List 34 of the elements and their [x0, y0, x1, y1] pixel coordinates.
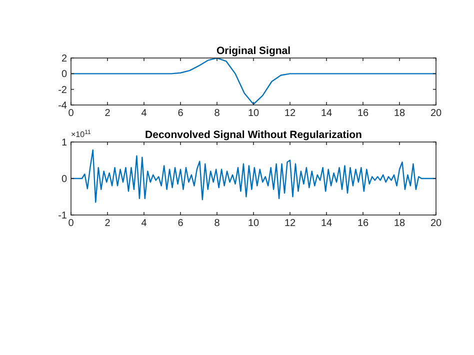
x-tick-label: 16: [357, 218, 369, 229]
chart-title: Original Signal: [216, 45, 291, 57]
x-tick-label: 6: [178, 108, 184, 119]
x-tick-label: 10: [248, 108, 260, 119]
x-tick-label: 2: [104, 108, 111, 119]
x-tick-label: 14: [320, 218, 332, 229]
x-tick-label: 20: [430, 108, 442, 119]
x-tick-label: 16: [357, 108, 369, 119]
chart-title: Deconvolved Signal Without Regularization: [145, 129, 362, 141]
y-tick-label: -2: [58, 84, 68, 96]
x-tick-label: 18: [394, 108, 406, 119]
x-tick-label: 0: [68, 218, 74, 229]
x-tick-label: 10: [248, 218, 260, 229]
x-tick-label: 0: [68, 108, 74, 119]
x-tick-label: 12: [284, 108, 296, 119]
x-tick-label: 8: [214, 108, 220, 119]
x-tick-label: 4: [141, 218, 148, 229]
y-tick-label: 0: [61, 174, 68, 185]
y-tick-label: 0: [61, 69, 68, 80]
text: ×10$^{11}$: [71, 129, 92, 139]
x-tick-label: 14: [320, 108, 332, 119]
line-series: [71, 58, 436, 105]
x-tick-label: 20: [430, 218, 442, 229]
x-tick-label: 4: [141, 108, 148, 119]
x-tick-label: 2: [104, 218, 111, 229]
x-tick-label: 8: [214, 218, 220, 229]
x-tick-label: 6: [178, 218, 184, 229]
x-tick-label: 18: [394, 218, 406, 229]
y-tick-label: 2: [61, 54, 68, 64]
y-tick-label: 1: [61, 138, 68, 148]
line-series: [71, 149, 436, 203]
x-tick-label: 12: [284, 218, 296, 229]
y-tick-label: -1: [58, 210, 68, 222]
y-tick-label: -4: [58, 100, 68, 112]
